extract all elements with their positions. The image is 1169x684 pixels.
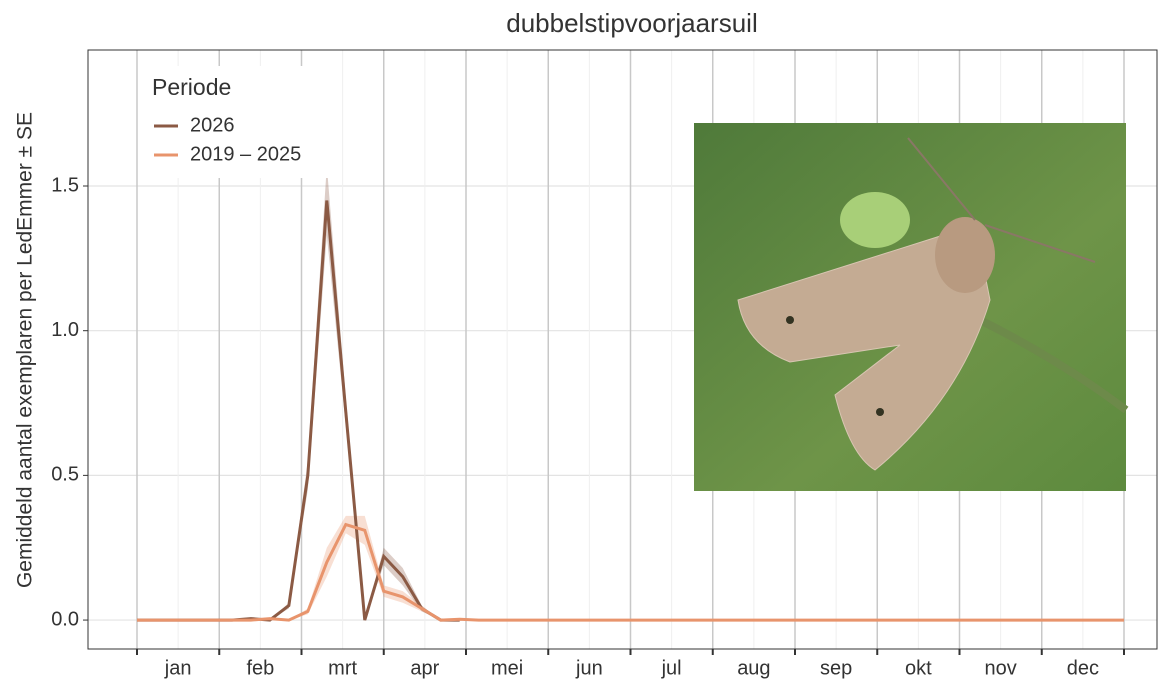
y-tick-label: 1.5: [51, 174, 79, 196]
se-ribbon: [137, 165, 460, 621]
series-line: [137, 200, 460, 622]
legend: Periode 2026 2019 – 2025: [140, 66, 340, 178]
chart-title: dubbelstipvoorjaarsuil: [506, 8, 757, 38]
x-tick-label: mrt: [328, 657, 357, 679]
x-tick-label: jan: [164, 657, 192, 679]
legend-items: 2026 2019 – 2025: [154, 114, 301, 165]
x-tick-label: mei: [491, 657, 523, 679]
se-ribbon: [137, 515, 1124, 621]
x-tick-label: jul: [661, 657, 682, 679]
legend-title: Periode: [152, 74, 231, 100]
y-axis-label: Gemiddeld aantal exemplaren per LedEmmer…: [14, 112, 37, 588]
x-tick-label: nov: [985, 657, 1017, 679]
x-tick-label: dec: [1067, 657, 1099, 679]
moth-photo: [694, 123, 1129, 491]
x-tick-label: jun: [575, 657, 603, 679]
series-line: [137, 522, 1124, 622]
y-tick-label: 0.0: [51, 608, 79, 630]
x-tick-label: feb: [246, 657, 274, 679]
x-tick-label: sep: [820, 657, 852, 679]
x-tick-label: okt: [905, 657, 932, 679]
legend-label: 2019 – 2025: [190, 143, 301, 165]
y-tick-label: 0.5: [51, 464, 79, 486]
grid: 0.0 0.5 1.0 1.5 jan feb mrt apr mei jun jul aug sep o…: [51, 50, 1157, 679]
legend-label: 2026: [190, 114, 235, 136]
panel-border: [87, 49, 1158, 650]
x-tick-label: apr: [410, 657, 439, 679]
marks: [137, 165, 1124, 622]
y-tick-label: 1.0: [51, 319, 79, 341]
x-tick-label: aug: [737, 657, 770, 679]
